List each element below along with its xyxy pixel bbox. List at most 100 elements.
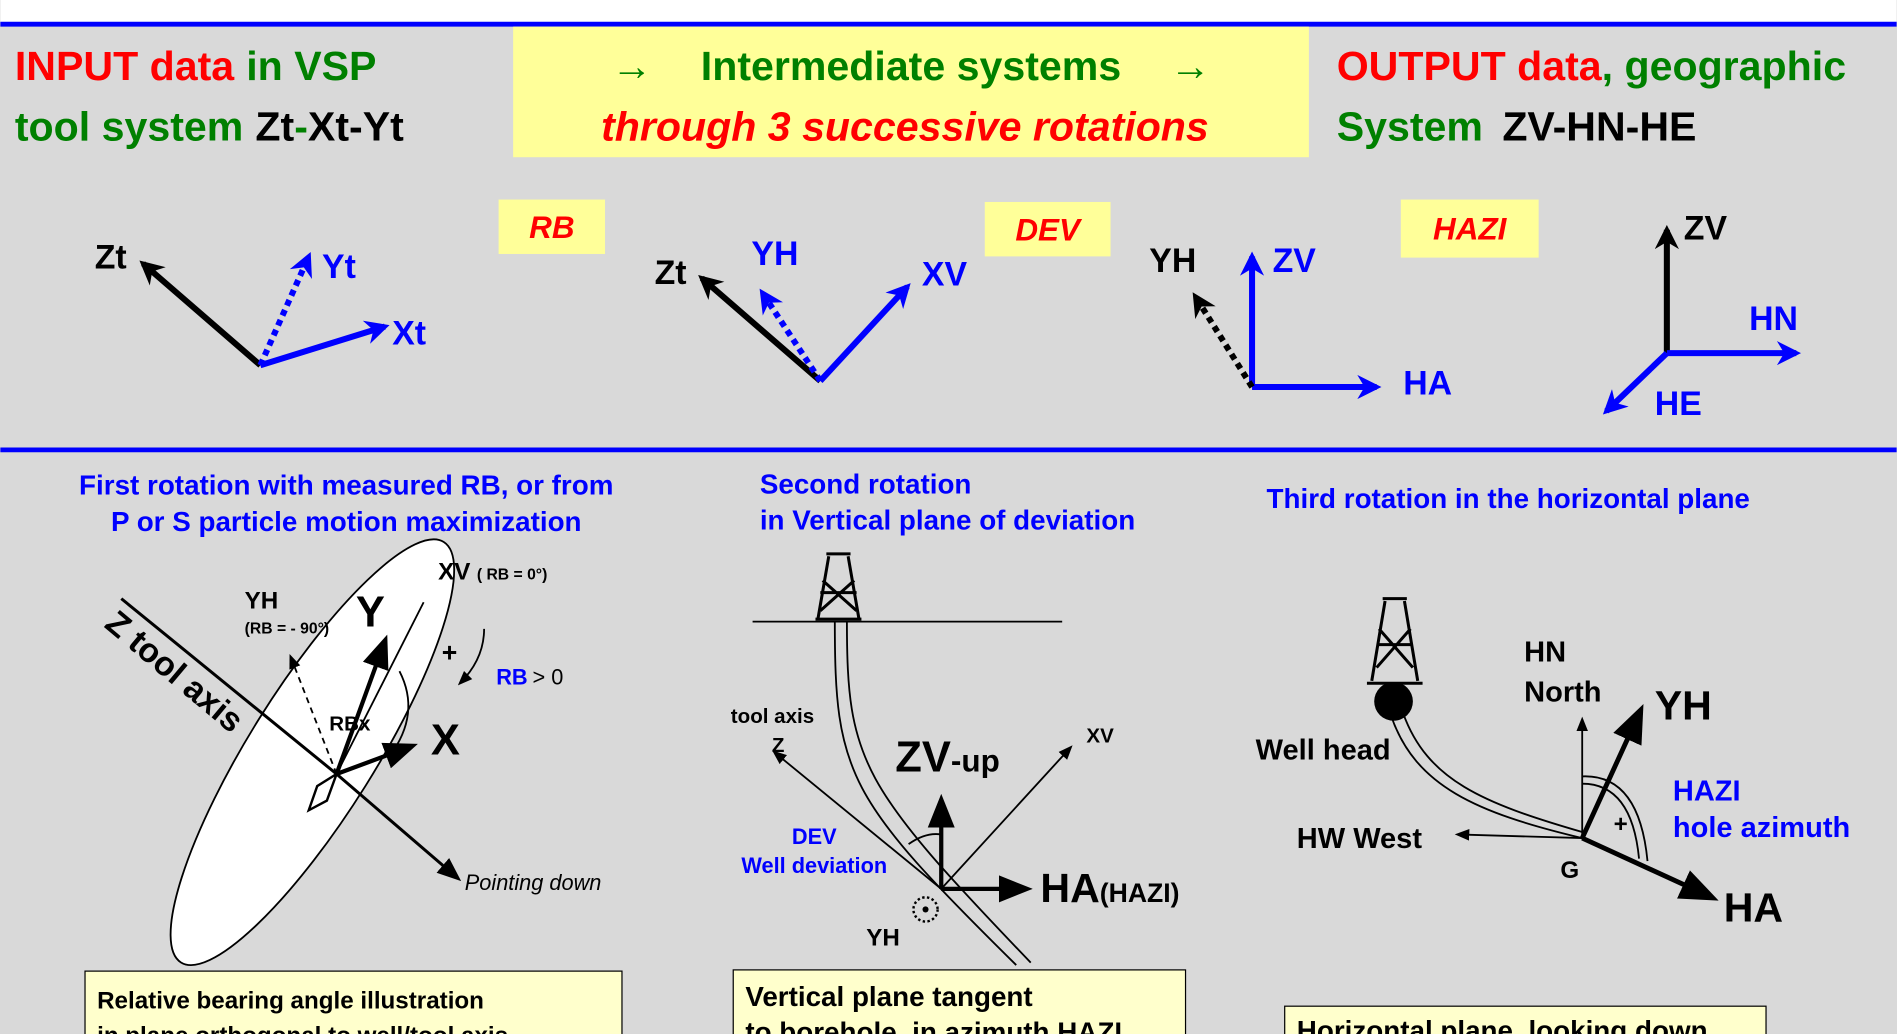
- axis-arrow: [257, 251, 312, 367]
- rb-sign: RB > 0: [496, 664, 563, 689]
- panel-title: in Vertical plane of deviation: [760, 505, 1135, 536]
- text-part: ZV: [895, 734, 951, 782]
- axis-arrow: [818, 283, 911, 383]
- label: YH: [1655, 683, 1712, 729]
- text-part: OUTPUT data: [1337, 43, 1603, 89]
- yh-dot: [922, 906, 929, 913]
- axis-label: Yt: [322, 248, 356, 286]
- axis-label: Xt: [392, 315, 426, 353]
- panel-title: Second rotation: [760, 468, 972, 499]
- text-part: (HAZI): [1100, 878, 1180, 908]
- text-part: > 0: [532, 664, 563, 689]
- dev-box: [984, 201, 1111, 257]
- rotation-labels: RB DEV HAZI: [498, 199, 1539, 258]
- text-part: INPUT data: [15, 43, 235, 89]
- axis-arrow: [139, 260, 263, 368]
- label: DEV: [792, 824, 837, 849]
- label: XV: [1086, 725, 1114, 748]
- axis-label: HA: [1403, 364, 1452, 402]
- middle-line2: through 3 successive rotations: [601, 103, 1209, 149]
- axis-labels: Zt Yt Xt Zt YH XV YH ZV HA ZV HN HE: [95, 209, 1798, 422]
- label: +: [1614, 811, 1628, 838]
- xv-arrow: [940, 745, 1073, 890]
- rb-label: RB: [529, 210, 574, 245]
- text-part: HA: [1040, 865, 1099, 911]
- label: HAZI: [1673, 776, 1741, 808]
- text-part: tool system: [15, 103, 243, 149]
- text-part: ZV-HN-HE: [1502, 103, 1696, 149]
- derrick: [1366, 597, 1423, 685]
- label: RBx: [329, 712, 371, 735]
- label: XV: [438, 558, 470, 585]
- label: North: [1524, 676, 1601, 708]
- label: Well head: [1256, 734, 1391, 766]
- middle-box: [513, 26, 1309, 158]
- output-line2: System ZV-HN-HE: [1337, 103, 1697, 149]
- label: HA: [1724, 885, 1783, 931]
- caption: Vertical plane tangent: [745, 981, 1032, 1012]
- yh-arrow: [1580, 704, 1644, 840]
- label: tool axis: [731, 705, 814, 728]
- text-part: -: [294, 103, 308, 149]
- axis-label: XV: [922, 255, 968, 293]
- axis-arrow: [698, 274, 823, 384]
- label: X: [431, 717, 460, 765]
- axis-label: YH: [1149, 242, 1196, 280]
- top-band: [0, 0, 1897, 23]
- label: (RB = - 90°): [245, 621, 329, 638]
- text-part: →: [611, 43, 652, 89]
- well-path: [1390, 713, 1583, 839]
- text-part: -up: [951, 744, 1000, 779]
- axis-arrow: [259, 320, 390, 369]
- output-line1: OUTPUT data, geographic: [1337, 43, 1846, 89]
- label: YH: [866, 925, 900, 952]
- axis-label: YH: [751, 235, 798, 273]
- axis-label: ZV: [1273, 242, 1317, 280]
- axis-label: Zt: [95, 238, 127, 276]
- axis-label: ZV: [1684, 209, 1728, 247]
- text-part: Intermediate systems: [701, 43, 1121, 89]
- caption-box: [732, 969, 1187, 1034]
- y-arrow: [334, 634, 389, 775]
- label: +: [442, 638, 458, 668]
- axis-arrow: [759, 288, 823, 383]
- text-part: →: [1170, 43, 1211, 89]
- text-part: Xt: [308, 103, 349, 149]
- rb-arrow: [457, 628, 486, 686]
- label: hole azimuth: [1673, 812, 1850, 844]
- text-part: Zt: [255, 103, 294, 149]
- hazi-arc: [1582, 775, 1649, 862]
- label: Z: [772, 734, 785, 757]
- xv-line: [335, 601, 425, 775]
- well-path: [833, 621, 1032, 966]
- derrick: [815, 552, 862, 621]
- tool-axis-down: [335, 772, 462, 882]
- panel-title: First rotation with measured RB, or from: [79, 470, 613, 501]
- tool-axis: [120, 597, 338, 776]
- label: Y: [356, 588, 385, 636]
- text-part: RB: [496, 664, 527, 689]
- middle-line1: → Intermediate systems →: [611, 43, 1210, 89]
- zv-up: ZV-up: [895, 734, 1000, 782]
- label: G: [1560, 857, 1579, 884]
- text-part: , geographic: [1602, 43, 1846, 89]
- rb-box: [498, 199, 606, 254]
- tool-axis: [772, 750, 942, 890]
- input-line1: INPUT data in VSP: [15, 43, 377, 89]
- label: YH: [245, 587, 279, 614]
- text-part: System: [1337, 103, 1483, 149]
- axis-label: HN: [1749, 300, 1798, 338]
- axis-arrow: [1602, 350, 1669, 415]
- text-part: -Yt: [349, 103, 404, 149]
- panel-title: P or S particle motion maximization: [111, 506, 582, 537]
- caption: in plane orthogonal to well/tool axis: [97, 1023, 508, 1034]
- caption-box: [84, 970, 623, 1034]
- hazi-label: HAZI: [1433, 211, 1508, 246]
- caption: Relative bearing angle illustration: [97, 988, 484, 1015]
- hw-arrow: [1454, 828, 1583, 841]
- label: Well deviation: [741, 853, 887, 878]
- text-part: in VSP: [246, 43, 376, 89]
- label: Pointing down: [465, 870, 602, 895]
